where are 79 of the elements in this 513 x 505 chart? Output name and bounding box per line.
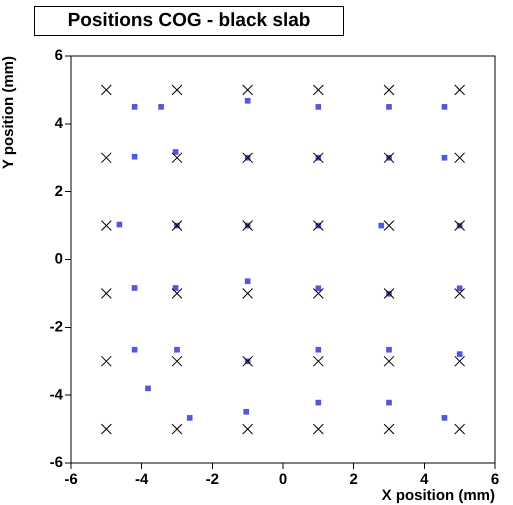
point	[312, 84, 324, 96]
point	[384, 288, 394, 299]
y-tick-label: 2	[54, 182, 63, 200]
point	[378, 222, 384, 228]
y-tick-label: -6	[50, 454, 63, 472]
point	[386, 104, 392, 110]
point	[384, 84, 394, 96]
chart-title: Positions COG - black slab	[34, 6, 344, 36]
point	[158, 104, 164, 110]
point	[132, 285, 138, 291]
point	[312, 356, 324, 367]
point	[243, 408, 250, 415]
point	[242, 152, 254, 164]
x-axis-title: X position (mm)	[382, 487, 496, 504]
y-tick-label: -4	[50, 386, 64, 404]
point	[456, 286, 462, 292]
point	[100, 220, 112, 232]
point	[244, 98, 250, 104]
point	[384, 356, 394, 367]
y-tick-label: 0	[54, 250, 63, 268]
point	[100, 152, 112, 164]
point	[172, 149, 178, 155]
point	[172, 152, 182, 164]
point	[454, 220, 466, 232]
point	[172, 356, 182, 367]
point	[242, 288, 254, 299]
point	[312, 152, 324, 164]
y-axis-title: Y position (mm)	[0, 56, 18, 170]
point	[442, 104, 448, 110]
point	[244, 278, 250, 284]
x-tick-label: -4	[134, 471, 149, 488]
point	[132, 104, 138, 110]
point	[384, 152, 394, 164]
point	[132, 154, 138, 160]
point	[172, 288, 182, 299]
point	[172, 285, 178, 291]
point	[454, 356, 466, 367]
y-tick-label: -2	[50, 318, 63, 336]
point	[242, 220, 254, 232]
x-tick-label: 6	[490, 471, 500, 488]
point	[172, 84, 182, 96]
point	[384, 424, 394, 435]
point	[442, 415, 448, 421]
point	[174, 346, 180, 353]
point	[316, 400, 322, 406]
point	[172, 220, 182, 232]
point	[456, 351, 462, 357]
point	[312, 220, 324, 232]
point	[132, 346, 138, 353]
point	[242, 424, 254, 435]
x-tick-label: -2	[206, 471, 220, 488]
x-tick-label: 0	[278, 471, 288, 488]
point	[145, 386, 151, 392]
point	[242, 84, 254, 96]
point	[386, 346, 392, 353]
point	[100, 288, 112, 299]
x-tick-label: 4	[420, 471, 430, 488]
point	[100, 424, 112, 435]
point	[312, 424, 324, 435]
point	[100, 356, 112, 367]
point	[454, 84, 466, 96]
point	[454, 152, 466, 164]
point	[386, 400, 392, 406]
point	[186, 415, 193, 421]
point	[116, 222, 122, 228]
y-tick-label: 6	[54, 47, 63, 64]
point	[100, 84, 112, 96]
point	[454, 424, 466, 435]
point	[172, 424, 182, 435]
x-tick-label: 2	[349, 471, 358, 488]
y-tick-label: 4	[54, 114, 64, 132]
point	[454, 288, 466, 299]
point	[384, 220, 394, 232]
point	[316, 104, 322, 110]
point	[442, 154, 448, 161]
point	[316, 286, 322, 292]
point	[242, 356, 254, 367]
point	[316, 346, 322, 353]
point	[312, 288, 324, 299]
